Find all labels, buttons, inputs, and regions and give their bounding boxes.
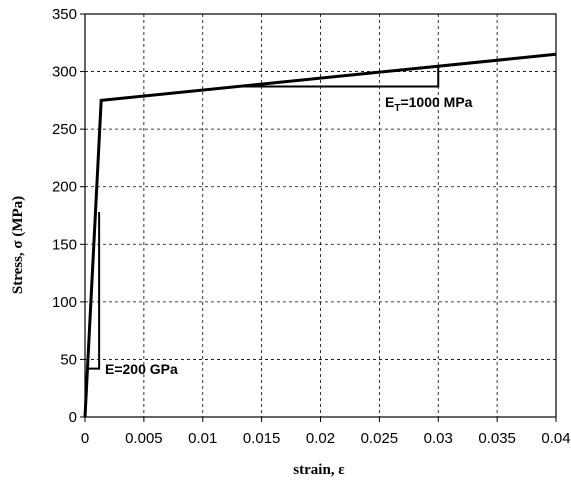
x-tick-label: 0.015 [243,430,281,447]
series-line [83,52,557,418]
y-tick-label: 0 [69,409,77,426]
slope-triangle [87,212,101,370]
x-tick-label: 0.025 [361,430,399,447]
tangent-modulus-annotation: ET=1000 MPa [385,94,473,114]
y-tick-label: 100 [52,294,77,311]
x-tick-labels: 0 0.005 0.01 0.015 0.02 0.025 0.03 0.035 0.04 [81,417,571,447]
x-tick-label: 0.035 [478,430,516,447]
y-axis-title: Stress, σ (MPa) [10,196,26,294]
slope-triangle [238,66,440,88]
x-axis-title: strain, ε [293,462,345,478]
y-tick-label: 300 [52,64,77,81]
y-tick-label: 150 [52,236,77,253]
grid-lines [85,14,556,417]
slope-triangles [87,66,440,370]
series-layer [83,52,557,418]
x-tick-label: 0.01 [188,430,217,447]
y-tick-label: 50 [60,351,77,368]
x-tick-label: 0.02 [306,430,335,447]
y-tick-label: 350 [52,6,77,23]
x-tick-label: 0.03 [424,430,453,447]
elastic-modulus-annotation: E=200 GPa [105,361,178,377]
y-tick-labels: 0 50 100 150 200 250 300 350 [52,6,85,426]
x-tick-label: 0 [81,430,89,447]
x-tick-label: 0.005 [125,430,163,447]
x-tick-label: 0.04 [541,430,570,447]
y-tick-label: 200 [52,179,77,196]
y-tick-label: 250 [52,121,77,138]
